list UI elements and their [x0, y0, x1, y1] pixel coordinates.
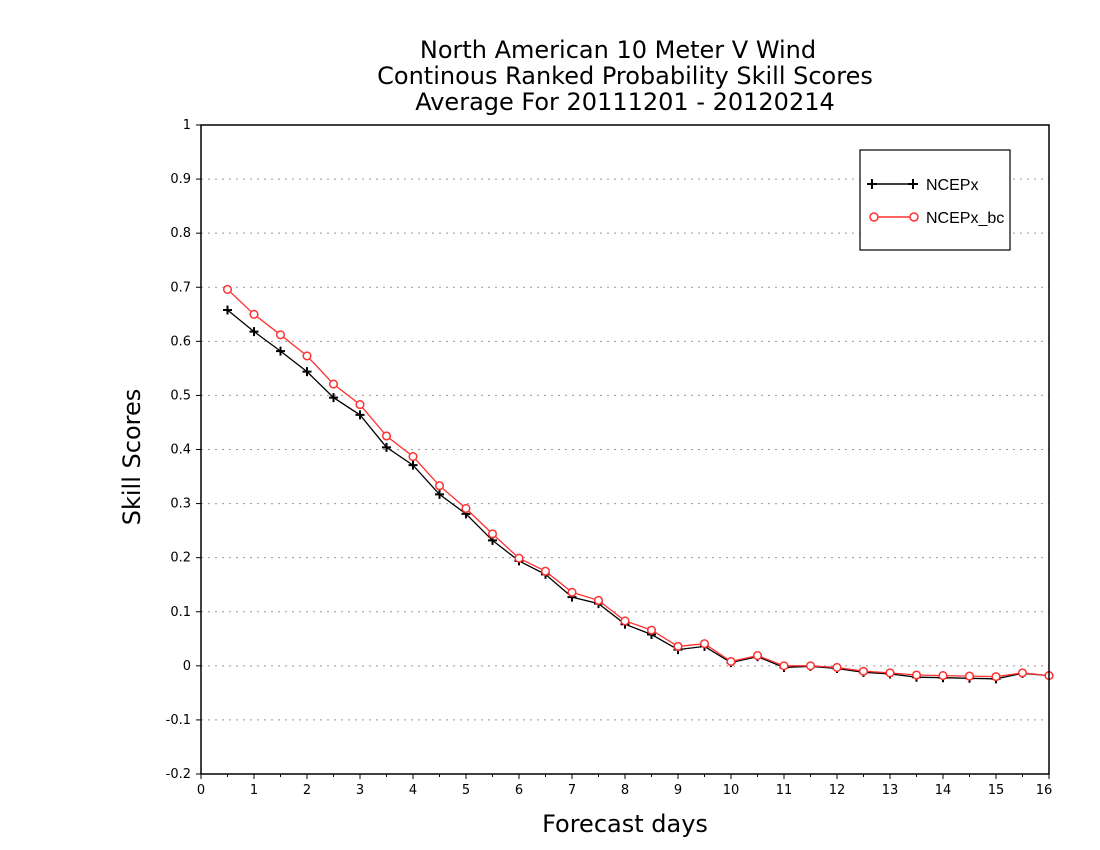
x-tick-label: 2 — [303, 783, 311, 798]
y-tick-label: 0.7 — [170, 280, 191, 295]
data-point-circle — [885, 668, 895, 678]
y-axis-title: Skill Scores — [118, 389, 146, 526]
y-tick-label: -0.1 — [166, 713, 191, 728]
data-point-circle — [540, 566, 551, 576]
x-tick-label: 1 — [250, 783, 258, 798]
data-point-plus — [329, 393, 338, 403]
data-point-circle — [408, 451, 418, 462]
data-point-plus — [355, 410, 365, 420]
data-point-circle — [673, 641, 683, 651]
x-tick-label: 3 — [356, 783, 364, 798]
data-point-circle — [302, 351, 312, 361]
x-tick-label: 9 — [674, 783, 682, 798]
x-tick-label: 16 — [1036, 783, 1053, 798]
x-axis-title: Forecast days — [542, 810, 708, 838]
x-tick-label: 14 — [935, 783, 952, 798]
y-tick-label: 0.9 — [170, 172, 191, 187]
plot-frame — [200, 124, 1050, 775]
y-tick-label: 0.5 — [170, 388, 191, 403]
data-point-circle — [1017, 668, 1028, 678]
y-tick-label: 0.6 — [170, 334, 191, 349]
data-point-plus — [276, 346, 285, 356]
data-point-plus — [382, 442, 391, 452]
data-point-circle — [991, 672, 1001, 682]
grid-lines — [201, 178, 1049, 721]
y-tick-label: 0.4 — [170, 443, 191, 458]
chart-title-line-3: Average For 20111201 - 20120214 — [415, 88, 835, 116]
data-point-circle — [938, 671, 948, 681]
series-line-ncepx — [227, 309, 1050, 680]
legend-box — [859, 149, 1011, 251]
y-tick-label: 1 — [183, 118, 191, 133]
x-tick-label: 4 — [409, 783, 417, 798]
y-tick-label: 0.8 — [170, 226, 191, 241]
x-tick-label: 7 — [568, 783, 576, 798]
data-point-circle — [593, 595, 604, 605]
x-tick-label: 0 — [197, 783, 205, 798]
data-point-circle — [381, 431, 392, 441]
x-axis-ticks: 0 1 2 3 4 5 6 7 8 9 10 11 12 13 14 15 16 — [197, 774, 1052, 798]
series-line-ncepx-bc — [227, 288, 1050, 678]
data-point-circle — [858, 666, 869, 676]
data-point-plus — [408, 460, 418, 470]
data-point-circle — [275, 330, 286, 340]
series-layer — [222, 284, 1054, 684]
data-point-circle — [752, 651, 763, 661]
y-tick-label: 0.3 — [170, 497, 191, 512]
x-tick-label: 13 — [882, 783, 899, 798]
data-point-circle — [620, 616, 630, 626]
y-tick-label: -0.2 — [166, 767, 191, 782]
y-tick-label: 0 — [183, 659, 191, 674]
legend-label-ncepx-bc: NCEPx_bc — [926, 210, 1004, 227]
data-point-circle — [434, 481, 445, 491]
x-tick-label: 6 — [515, 783, 523, 798]
data-point-circle — [487, 529, 498, 539]
data-point-circle — [832, 662, 842, 673]
data-point-circle — [646, 625, 657, 635]
legend: NCEPx NCEPx_bc — [859, 149, 1011, 251]
data-point-circle — [355, 400, 365, 410]
data-point-circle — [699, 639, 710, 649]
y-axis-ticks: -0.2 -0.1 0 0.1 0.2 0.3 0.4 0.5 0.6 0.7 0.8 0.9 1 — [166, 118, 201, 782]
data-point-circle — [964, 671, 975, 681]
data-point-circle — [514, 553, 524, 563]
chart-title-line-2: Continous Ranked Probability Skill Score… — [377, 62, 873, 90]
legend-ncepx-marker — [867, 179, 918, 189]
data-point-plus — [223, 305, 232, 315]
data-point-circle — [805, 661, 816, 671]
data-point-circle — [249, 309, 259, 319]
data-point-circle — [911, 670, 922, 680]
data-point-circle — [726, 656, 736, 667]
x-tick-label: 10 — [723, 783, 740, 798]
data-point-circle — [779, 661, 789, 671]
x-tick-label: 15 — [988, 783, 1005, 798]
data-point-circle — [328, 379, 339, 389]
x-tick-label: 11 — [776, 783, 793, 798]
x-tick-label: 5 — [462, 783, 470, 798]
legend-ncepx-bc-marker-right — [909, 212, 919, 222]
data-point-circle — [567, 587, 577, 597]
data-point-plus — [249, 327, 259, 337]
y-tick-label: 0.2 — [170, 551, 191, 566]
x-tick-label: 12 — [829, 783, 846, 798]
chart-title-line-1: North American 10 Meter V Wind — [420, 36, 816, 64]
data-point-plus — [435, 489, 444, 499]
data-point-plus — [302, 367, 312, 377]
data-point-circle — [222, 284, 233, 294]
x-tick-label: 8 — [621, 783, 629, 798]
legend-ncepx-bc-marker-left — [869, 212, 879, 222]
y-tick-label: 0.1 — [170, 605, 191, 620]
data-point-circle — [461, 503, 471, 514]
legend-label-ncepx: NCEPx — [926, 177, 978, 194]
